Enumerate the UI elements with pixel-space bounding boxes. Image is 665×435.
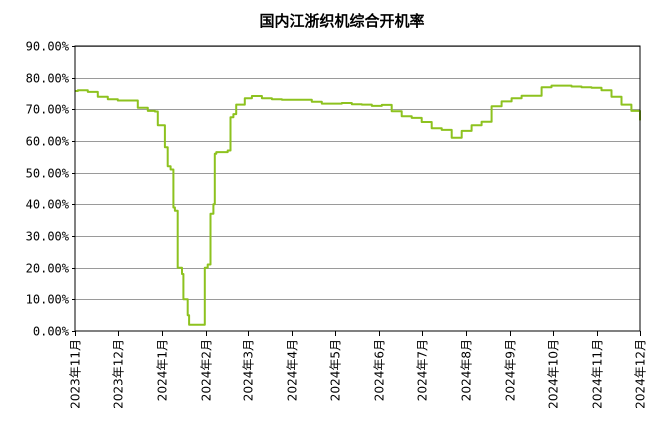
x-tick-label: 2023年11月: [69, 339, 83, 409]
y-tick-label: 90.00%: [26, 40, 70, 54]
x-tick-label: 2024年11月: [591, 339, 605, 409]
y-tick-label: 80.00%: [26, 72, 70, 86]
x-tick-label: 2024年3月: [242, 339, 256, 401]
y-tick-label: 70.00%: [26, 103, 70, 117]
series-line-operating-rate: [75, 84, 641, 326]
series-layer: [75, 84, 641, 326]
y-tick-label: 10.00%: [26, 293, 70, 307]
x-tick-label: 2024年5月: [329, 339, 343, 401]
x-tick-label: 2024年10月: [547, 339, 561, 409]
y-tick-label: 40.00%: [26, 198, 70, 212]
x-tick-label: 2024年6月: [373, 339, 387, 401]
y-tick-label: 50.00%: [26, 167, 70, 181]
y-tick-label: 30.00%: [26, 230, 70, 244]
y-tick-label: 60.00%: [26, 135, 70, 149]
chart-title: 国内江浙织机综合开机率: [259, 12, 424, 30]
x-tick-label: 2024年4月: [286, 339, 300, 401]
x-tick-label: 2024年8月: [460, 339, 474, 401]
grid-layer: [75, 46, 640, 300]
y-axis-ticks: 0.00% 10.00% 20.00% 30.00% 40.00% 50.00% 60.00…: [26, 40, 75, 339]
x-tick-label: 2024年2月: [200, 339, 214, 401]
plot-area-frame: [74, 45, 641, 332]
x-tick-label: 2024年9月: [504, 339, 518, 401]
y-tick-label: 20.00%: [26, 262, 70, 276]
x-tick-label: 2024年12月: [634, 339, 648, 409]
x-axis-ticks: 2023年11月 2023年12月 2024年1月 2024年2月 2024年3月 202…: [69, 331, 648, 409]
x-tick-label: 2024年1月: [156, 339, 170, 401]
y-tick-label: 0.00%: [33, 325, 70, 339]
x-tick-label: 2024年7月: [416, 339, 430, 401]
x-tick-label: 2023年12月: [112, 339, 126, 409]
